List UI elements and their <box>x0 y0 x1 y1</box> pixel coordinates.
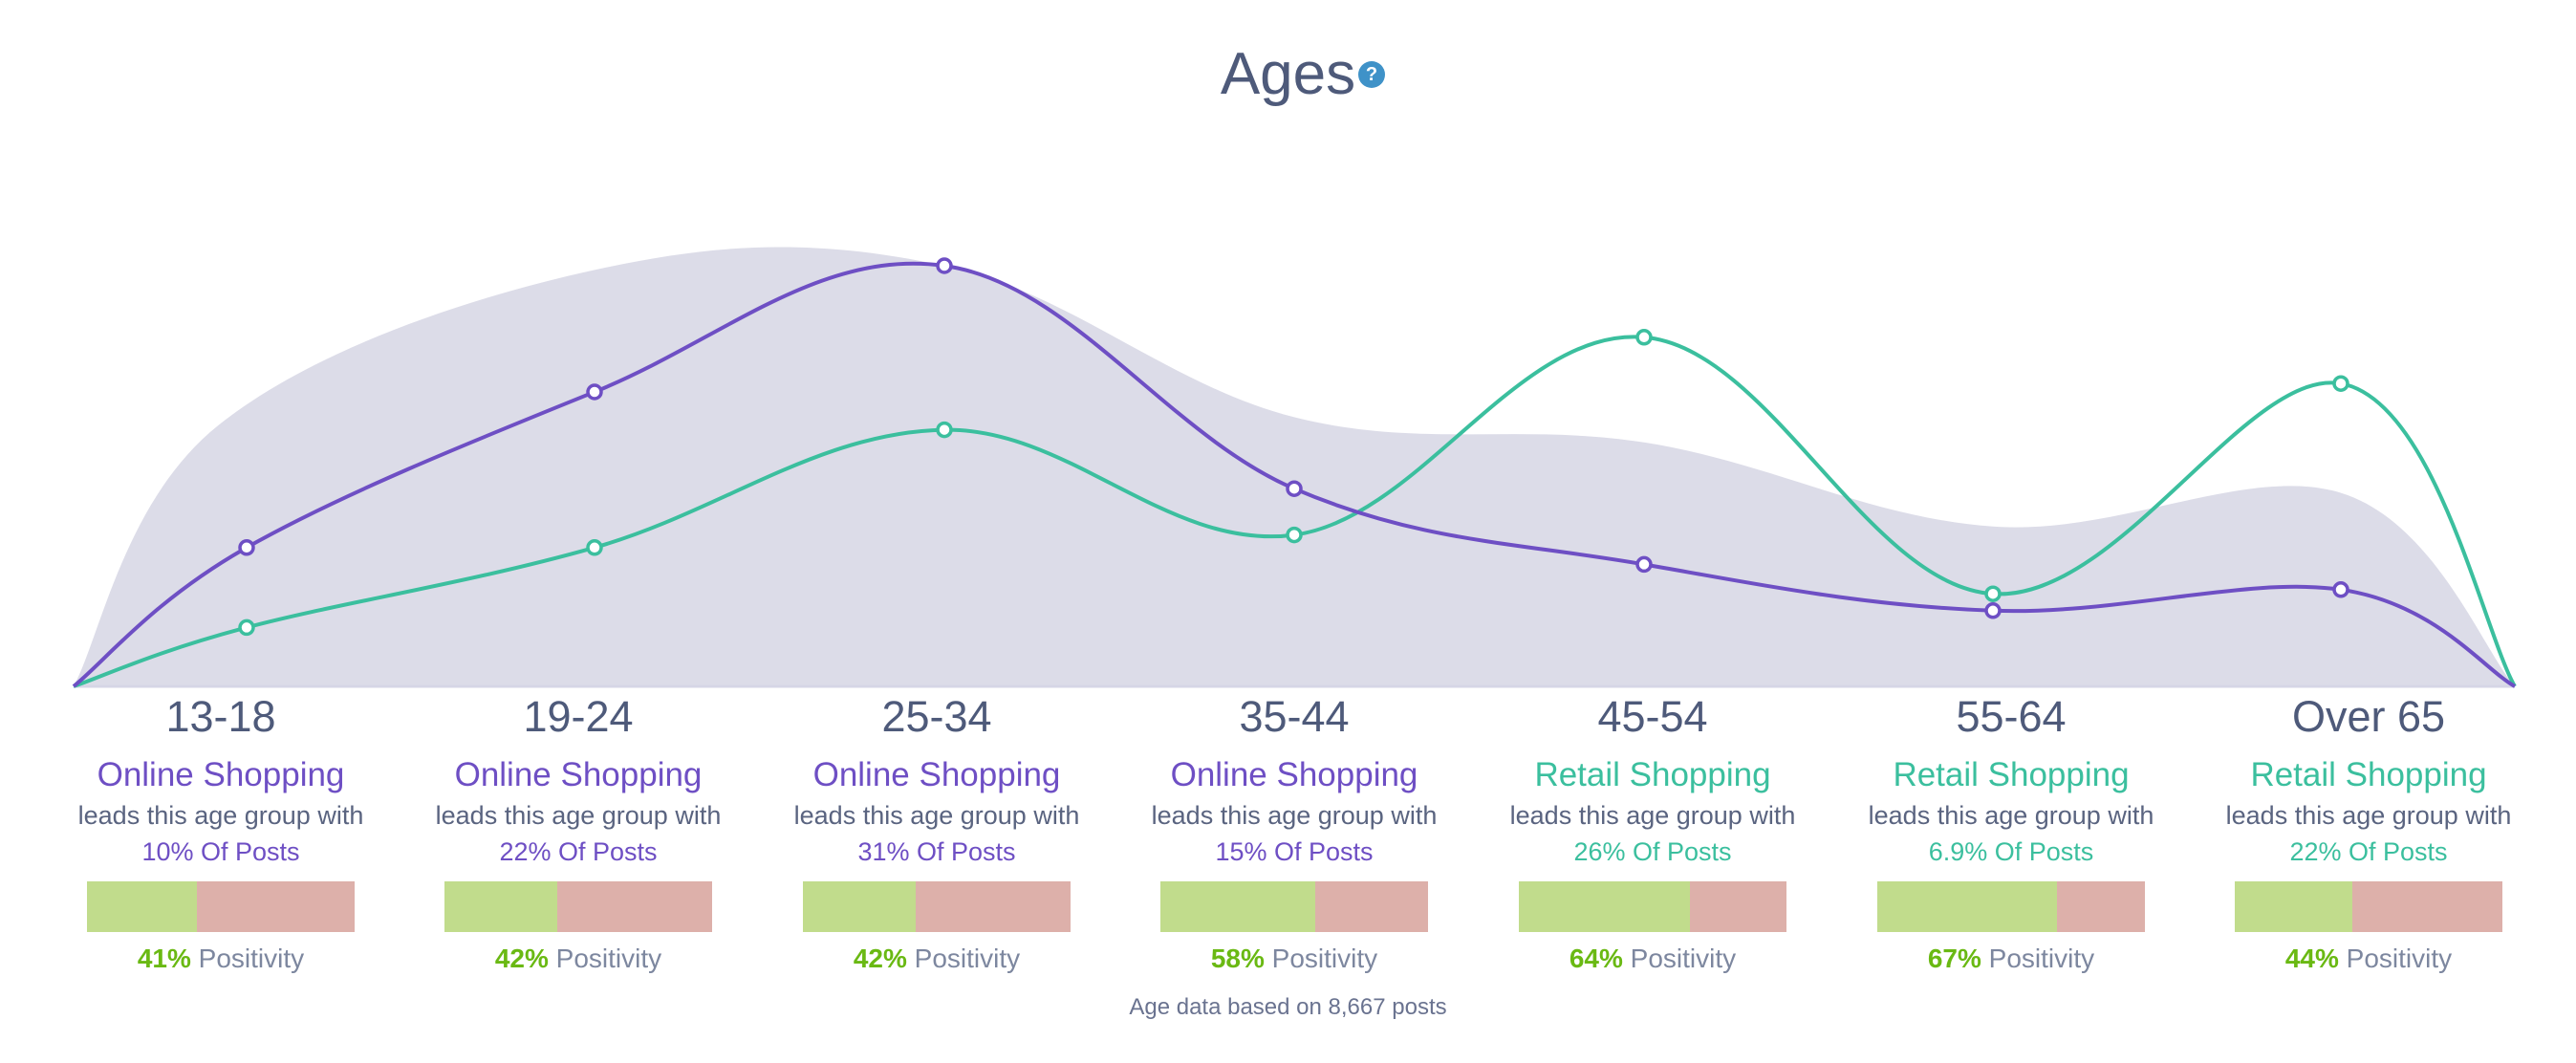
positivity-label: Positivity <box>198 944 305 973</box>
age-group-6: Over 65 Retail Shopping leads this age g… <box>2190 688 2547 974</box>
negative-segment <box>915 881 1071 932</box>
positivity-label: Positivity <box>1988 944 2095 973</box>
leading-category[interactable]: Online Shopping <box>97 756 345 793</box>
posts-share: 6.9% Of Posts <box>1928 837 2094 866</box>
positivity-value: 42% <box>494 944 549 973</box>
leading-category[interactable]: Retail Shopping <box>1893 756 2130 793</box>
positivity-text: 42% Positivity <box>400 944 757 974</box>
age-group-4: 45-54 Retail Shopping leads this age gro… <box>1474 688 1831 974</box>
positivity-bar <box>1519 881 1786 932</box>
age-group-1: 19-24 Online Shopping leads this age gro… <box>400 688 757 974</box>
leads-text: leads this age group with <box>2225 801 2512 830</box>
positivity-text: 64% Positivity <box>1474 944 1831 974</box>
positivity-label: Positivity <box>555 944 662 973</box>
help-icon[interactable]: ? <box>1358 61 1385 88</box>
online-shopping-line <box>72 261 2516 688</box>
age-label: Over 65 <box>2291 692 2446 741</box>
positivity-bar <box>87 881 355 932</box>
online-point[interactable] <box>1635 555 1653 574</box>
retail-point[interactable] <box>2332 375 2349 392</box>
positivity-bar <box>1877 881 2145 932</box>
negative-segment <box>1690 881 1786 932</box>
positive-segment <box>803 881 916 932</box>
positivity-bar <box>444 881 712 932</box>
online-point[interactable] <box>586 383 603 401</box>
positive-segment <box>1519 881 1691 932</box>
positivity-value: 41% <box>137 944 191 973</box>
leads-text: leads this age group with <box>1868 801 2154 830</box>
leading-category[interactable]: Online Shopping <box>454 756 703 793</box>
positive-segment <box>444 881 557 932</box>
retail-point[interactable] <box>238 618 255 637</box>
posts-share: 31% Of Posts <box>857 837 1016 866</box>
positivity-text: 44% Positivity <box>2190 944 2547 974</box>
retail-point[interactable] <box>1635 329 1653 346</box>
age-group-0: 13-18 Online Shopping leads this age gro… <box>42 688 400 974</box>
positivity-bar <box>803 881 1071 932</box>
age-group-2: 25-34 Online Shopping leads this age gro… <box>758 688 1115 974</box>
positivity-label: Positivity <box>1271 944 1378 973</box>
positivity-text: 41% Positivity <box>42 944 400 974</box>
positivity-label: Positivity <box>914 944 1021 973</box>
leads-text: leads this age group with <box>77 801 364 830</box>
online-point[interactable] <box>2332 581 2349 598</box>
positive-segment <box>1877 881 2057 932</box>
posts-share: 26% Of Posts <box>1573 837 1732 866</box>
positivity-value: 64% <box>1569 944 1623 973</box>
positivity-label: Positivity <box>1630 944 1737 973</box>
positivity-value: 44% <box>2284 944 2339 973</box>
footer-note: Age data based on 8,667 posts <box>1129 994 1447 1020</box>
leads-text: leads this age group with <box>1509 801 1796 830</box>
retail-point[interactable] <box>936 421 953 439</box>
age-group-3: 35-44 Online Shopping leads this age gro… <box>1115 688 1473 974</box>
positivity-value: 58% <box>1210 944 1265 973</box>
age-label: 35-44 <box>1239 692 1350 741</box>
posts-share: 22% Of Posts <box>499 837 658 866</box>
positivity-bar <box>1160 881 1428 932</box>
page-title: Ages <box>1220 41 1356 107</box>
negative-segment <box>2352 881 2502 932</box>
positivity-value: 67% <box>1927 944 1981 973</box>
age-label: 25-34 <box>881 692 992 741</box>
positivity-label: Positivity <box>2346 944 2453 973</box>
retail-point[interactable] <box>586 539 603 556</box>
positivity-value: 42% <box>853 944 907 973</box>
age-label: 13-18 <box>165 692 276 741</box>
leads-text: leads this age group with <box>793 801 1080 830</box>
positivity-text: 42% Positivity <box>758 944 1115 974</box>
negative-segment <box>196 881 355 932</box>
age-label: 55-64 <box>1956 692 2067 741</box>
negative-segment <box>556 881 712 932</box>
online-point[interactable] <box>1286 480 1303 497</box>
positivity-text: 58% Positivity <box>1115 944 1473 974</box>
leading-category[interactable]: Online Shopping <box>1170 756 1418 793</box>
leading-category[interactable]: Online Shopping <box>812 756 1061 793</box>
age-label: 45-54 <box>1597 692 1708 741</box>
posts-share: 10% Of Posts <box>141 837 300 866</box>
leads-text: leads this age group with <box>1151 801 1438 830</box>
positive-segment <box>2235 881 2353 932</box>
leading-category[interactable]: Retail Shopping <box>2250 756 2487 793</box>
retail-shopping-line <box>73 335 2517 688</box>
positivity-bar <box>2235 881 2502 932</box>
online-point[interactable] <box>936 257 953 274</box>
online-point[interactable] <box>1984 602 2002 619</box>
positive-segment <box>1160 881 1316 932</box>
posts-share: 22% Of Posts <box>2289 837 2448 866</box>
retail-point[interactable] <box>1286 526 1303 544</box>
positive-segment <box>87 881 197 932</box>
age-group-5: 55-64 Retail Shopping leads this age gro… <box>1832 688 2190 974</box>
negative-segment <box>1315 881 1428 932</box>
online-point[interactable] <box>238 539 255 556</box>
leads-text: leads this age group with <box>435 801 722 830</box>
age-label: 19-24 <box>523 692 634 741</box>
ages-chart <box>72 247 2517 688</box>
retail-point[interactable] <box>1984 585 2002 602</box>
negative-segment <box>2056 881 2145 932</box>
positivity-text: 67% Positivity <box>1832 944 2190 974</box>
volume-area <box>74 247 2515 686</box>
leading-category[interactable]: Retail Shopping <box>1534 756 1771 793</box>
posts-share: 15% Of Posts <box>1215 837 1374 866</box>
